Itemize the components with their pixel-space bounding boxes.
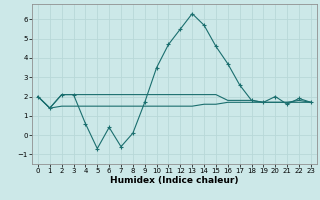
X-axis label: Humidex (Indice chaleur): Humidex (Indice chaleur) — [110, 176, 239, 185]
